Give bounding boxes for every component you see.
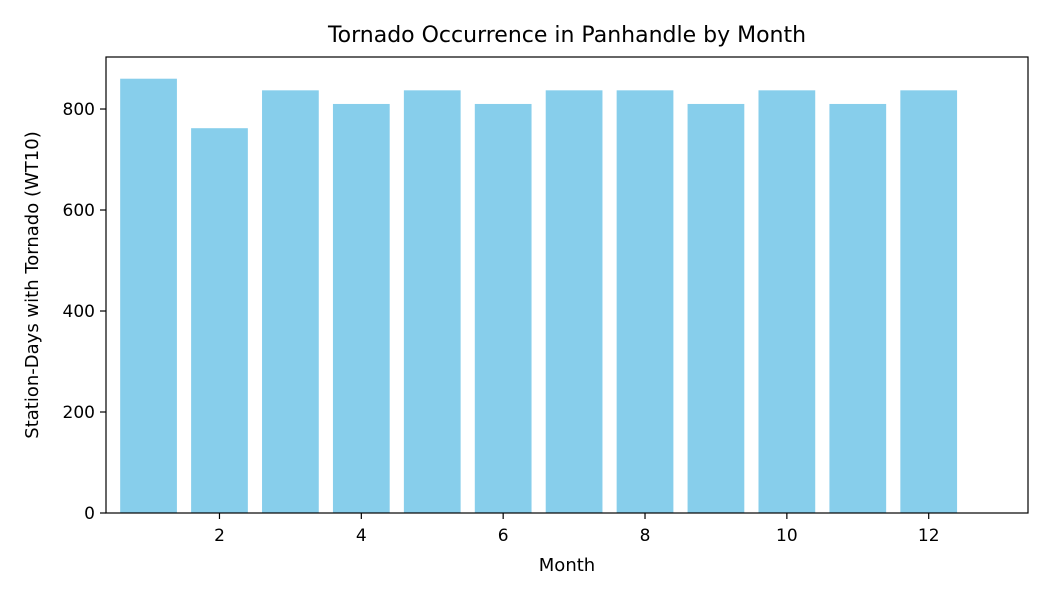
x-axis-ticks: 2 4 6 8 10 12 [214,513,940,546]
plot-area-frame [105,56,1029,514]
bar-month-4 [332,103,390,514]
x-tick-label-4: 4 [356,526,367,546]
y-tick-label-0: 0 [84,504,95,524]
bar-month-8 [616,90,674,513]
y-axis-label: Station-Days with Tornado (WT10) [22,131,43,438]
bar-month-11 [829,103,887,514]
x-tick-label-12: 12 [918,526,940,546]
bar-month-10 [758,90,816,513]
y-axis-ticks: 0 200 400 600 800 [63,100,106,524]
bars-group [120,78,958,514]
bar-month-2 [191,128,248,513]
bar-month-3 [262,90,319,513]
y-tick-label-200: 200 [63,403,95,423]
bar-month-6 [474,103,532,514]
bar-month-1 [120,78,177,514]
x-tick-label-6: 6 [498,526,509,546]
bar-month-9 [687,103,745,514]
x-tick-label-10: 10 [776,526,798,546]
y-tick-label-400: 400 [63,302,95,322]
y-tick-label-600: 600 [63,201,95,221]
bar-month-5 [403,90,461,513]
chart-title: Tornado Occurrence in Panhandle by Month [327,23,806,48]
bar-month-12 [900,90,958,513]
y-tick-label-800: 800 [63,100,95,120]
x-tick-label-8: 8 [640,526,651,546]
bar-month-7 [545,90,603,513]
x-tick-label-2: 2 [214,526,225,546]
x-axis-label: Month [539,555,595,576]
